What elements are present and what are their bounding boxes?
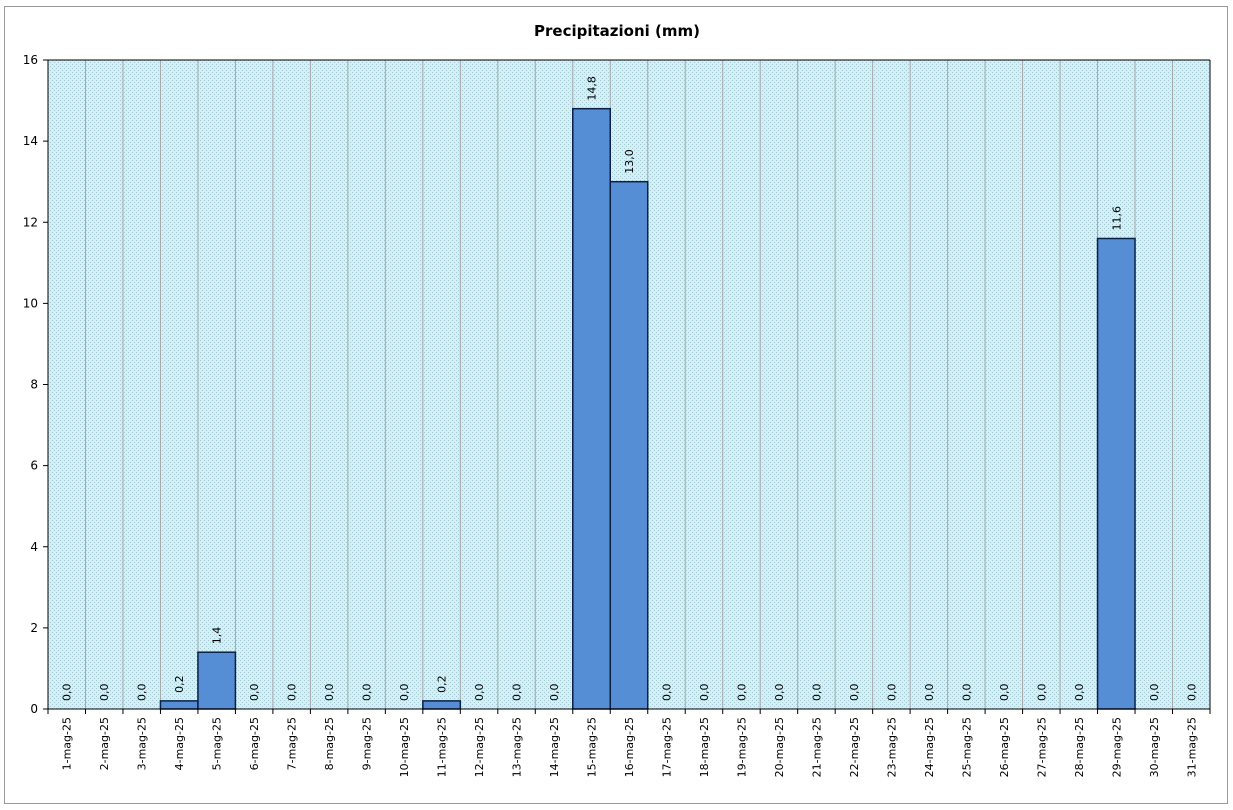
data-label: 1,4 [211,627,224,645]
x-tick-label: 11-mag-25 [436,717,449,777]
data-label: 0,0 [773,684,786,702]
bar-11-mag-25 [422,700,462,710]
y-tick-label: 12 [23,215,38,229]
x-tick-label: 30-mag-25 [1148,717,1161,777]
x-tick-label: 15-mag-25 [586,717,599,777]
bar-15-mag-25 [572,107,612,710]
y-tick-label: 4 [30,540,38,554]
x-tick-label: 14-mag-25 [548,717,561,777]
x-tick-label: 9-mag-25 [361,717,374,770]
x-tick-label: 4-mag-25 [173,717,186,770]
data-label: 0,2 [436,675,449,693]
x-tick-label: 13-mag-25 [511,717,524,777]
data-label: 0,0 [998,684,1011,701]
data-label: 13,0 [623,149,636,174]
y-tick-label: 10 [23,296,38,310]
data-label: 0,0 [98,684,111,702]
x-tick-label: 10-mag-25 [398,717,411,777]
bar-16-mag-25 [609,180,649,710]
data-label: 0,0 [323,684,336,702]
chart-title: Precipitazioni (mm) [534,22,700,40]
data-label: 0,0 [398,684,411,702]
bar-5-mag-25 [197,651,237,710]
x-tick-label: 24-mag-25 [923,717,936,777]
data-label: 0,0 [473,684,486,702]
x-tick-label: 2-mag-25 [98,717,111,770]
data-label: 0,0 [511,684,524,702]
data-label: 0,2 [173,675,186,693]
y-tick-label: 16 [23,53,38,67]
axes [47,59,1211,710]
x-tick-label: 26-mag-25 [998,717,1011,777]
data-label: 0,0 [248,684,261,702]
data-label: 0,0 [136,684,149,702]
data-label: 0,0 [885,684,898,702]
data-label: 0,0 [1148,684,1161,702]
data-label: 0,0 [361,684,374,702]
data-label: 0,0 [1035,684,1048,702]
x-tick-label: 18-mag-25 [698,717,711,777]
y-tick-label: 0 [30,702,38,716]
data-label: 0,0 [286,684,299,702]
data-label: 0,0 [735,684,748,702]
data-label: 0,0 [960,684,973,702]
data-label: 11,6 [1110,206,1123,231]
x-tick-label: 20-mag-25 [773,717,786,777]
x-tick-label: 16-mag-25 [623,717,636,777]
x-tick-label: 8-mag-25 [323,717,336,770]
x-tick-label: 5-mag-25 [211,717,224,770]
x-tick-label: 23-mag-25 [885,717,898,777]
data-label: 0,0 [1073,684,1086,702]
bar-29-mag-25 [1096,237,1136,710]
data-label: 0,0 [848,684,861,702]
y-axis-ticks: 0 2 4 6 8 10 12 14 16 [23,53,48,716]
x-tick-label: 7-mag-25 [286,717,299,770]
y-tick-label: 14 [23,134,38,148]
y-tick-label: 2 [30,621,38,635]
data-label: 0,0 [548,684,561,702]
x-tick-label: 6-mag-25 [248,717,261,770]
x-tick-label: 28-mag-25 [1073,717,1086,777]
x-tick-label: 27-mag-25 [1035,717,1048,777]
x-tick-label: 17-mag-25 [660,717,673,777]
data-labels: 0,0 0,0 0,0 0,2 1,4 0,0 0,0 0,0 0,0 0,0 0,2 0,0 0,0 0… [61,76,1199,701]
bar-4-mag-25 [159,700,199,710]
data-label: 0,0 [923,684,936,702]
data-label: 14,8 [586,76,599,101]
x-tick-label: 1-mag-25 [61,717,74,770]
x-tick-label: 19-mag-25 [735,717,748,777]
x-axis-ticks: 1-mag-25 2-mag-25 3-mag-25 4-mag-25 5-mag-25… [47,709,1211,777]
x-tick-label: 22-mag-25 [848,717,861,777]
x-tick-label: 21-mag-25 [810,717,823,777]
x-tick-label: 29-mag-25 [1110,717,1123,777]
data-label: 0,0 [61,684,74,702]
data-label: 0,0 [1185,684,1198,702]
y-tick-label: 6 [30,459,38,473]
data-label: 0,0 [698,684,711,702]
y-tick-label: 8 [30,378,38,392]
data-label: 0,0 [810,684,823,702]
x-tick-label: 25-mag-25 [960,717,973,777]
x-tick-label: 3-mag-25 [136,717,149,770]
x-tick-label: 12-mag-25 [473,717,486,777]
data-label: 0,0 [660,684,673,702]
x-tick-label: 31-mag-25 [1185,717,1198,777]
bars [159,107,1136,710]
